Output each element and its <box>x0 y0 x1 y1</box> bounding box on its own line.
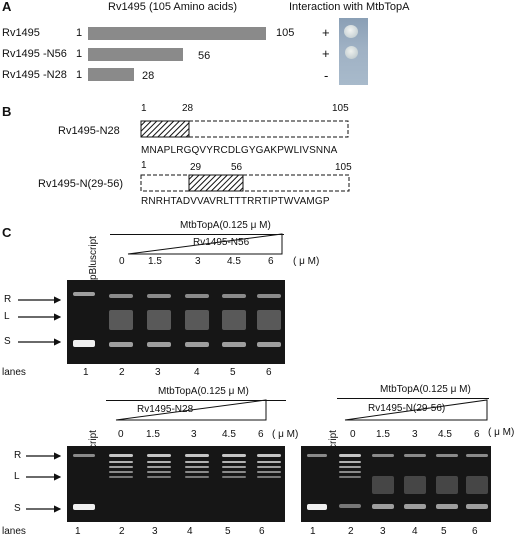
panel-c-letter: C <box>2 225 12 240</box>
n28-num-end: 105 <box>332 103 349 114</box>
gel1-lane-6: 6 <box>266 367 272 378</box>
gel3-protein-label: Rv1495-N(29-56) <box>368 403 446 414</box>
construct-start-n56: 1 <box>76 48 83 60</box>
interaction-sign-n28: - <box>324 68 329 83</box>
n2956-num-b: 56 <box>231 162 243 173</box>
gel2-conc-2: 3 <box>191 429 197 440</box>
gel3-conc-0: 0 <box>350 429 356 440</box>
gel1-lanes-label: lanes <box>2 367 26 378</box>
n2956-dashed-region <box>140 174 350 192</box>
panel-b-letter: B <box>2 104 12 119</box>
construct-end-full: 105 <box>276 27 295 39</box>
n2956-num-a: 29 <box>190 162 202 173</box>
gel2-marker-l: L <box>14 471 20 482</box>
gel2-lanes-label: lanes <box>2 526 26 537</box>
gel3-conc-1: 1.5 <box>376 429 390 440</box>
panel-a-header: Rv1495 (105 Amino acids) <box>108 1 238 13</box>
n28-label: Rv1495-N28 <box>58 125 120 137</box>
construct-bar-n56 <box>88 48 183 61</box>
gel1-lane-5: 5 <box>230 367 236 378</box>
gel2-conc-0: 0 <box>118 429 124 440</box>
gel3-topA-label: MtbTopA(0.125 μ M) <box>380 384 471 395</box>
construct-end-n28: 28 <box>142 70 155 82</box>
gel2-lane-2: 2 <box>119 526 125 537</box>
interaction-header: Interaction with MtbTopA <box>289 1 410 13</box>
gel2-conc-4: 6 <box>258 429 264 440</box>
gel1-conc-4: 6 <box>268 256 274 267</box>
gel3 <box>301 446 491 522</box>
construct-start-n28: 1 <box>76 69 83 81</box>
interaction-sign-n56: + <box>322 46 330 61</box>
gel2-unit: ( μ M) <box>272 429 299 440</box>
gel1-marker-s: S <box>4 336 11 347</box>
gel1-lane-4: 4 <box>194 367 200 378</box>
gel2-lane-4: 4 <box>187 526 193 537</box>
n28-dashed-region <box>188 120 349 138</box>
gel3-lane-2: 2 <box>348 526 354 537</box>
gel1-conc-3: 4.5 <box>227 256 241 267</box>
gel2-protein-label: Rv1495-N28 <box>137 404 194 415</box>
gel3-conc-2: 3 <box>412 429 418 440</box>
gel2-topA-label: MtbTopA(0.125 μ M) <box>158 386 249 397</box>
gel1-topA-line <box>110 234 284 235</box>
panel-a-letter: A <box>2 0 12 14</box>
n2956-sequence: RNRHTADVVAVRLTTTRRTIPTWVAMGP <box>141 196 330 207</box>
gel2-lane-5: 5 <box>225 526 231 537</box>
n2956-label: Rv1495-N(29-56) <box>38 178 123 190</box>
interaction-sign-full: + <box>322 25 330 40</box>
construct-end-n56: 56 <box>198 50 211 62</box>
gel3-lane-6: 6 <box>472 526 478 537</box>
n28-num-start: 1 <box>141 103 147 114</box>
gel3-conc-4: 6 <box>474 429 480 440</box>
yeast-colony-n56 <box>345 46 358 59</box>
gel3-lane-5: 5 <box>441 526 447 537</box>
construct-bar-n28 <box>88 68 134 81</box>
gel3-conc-3: 4.5 <box>438 429 452 440</box>
construct-label-n28: Rv1495 -N28 <box>2 69 67 81</box>
yeast-colony-full <box>344 25 358 38</box>
gel2-lane-1: 1 <box>75 526 81 537</box>
gel2-conc-1: 1.5 <box>146 429 160 440</box>
gel1-conc-2: 3 <box>195 256 201 267</box>
gel2 <box>67 446 285 522</box>
n28-sequence: MNAPLRGQVYRCDLGYGAKPWLIVSNNA <box>141 145 338 156</box>
n2956-num-start: 1 <box>141 160 147 171</box>
yeast-spot-plate <box>339 18 368 85</box>
construct-bar-full <box>88 27 266 40</box>
gel1 <box>67 280 285 364</box>
gel1-lane-2: 2 <box>119 367 125 378</box>
gel2-conc-3: 4.5 <box>222 429 236 440</box>
gel1-marker-l: L <box>4 311 10 322</box>
gel1-lane-3: 3 <box>155 367 161 378</box>
gel3-topA-line <box>337 398 489 399</box>
gel2-marker-r: R <box>14 450 22 461</box>
gel2-lane-6: 6 <box>259 526 265 537</box>
gel3-lane-4: 4 <box>412 526 418 537</box>
gel1-lane-1: 1 <box>83 367 89 378</box>
gel1-unit: ( μ M) <box>293 256 320 267</box>
n28-domain-diagram <box>140 120 350 192</box>
n2956-num-end: 105 <box>335 162 352 173</box>
construct-label-full: Rv1495 <box>2 27 40 39</box>
gel1-topA-label: MtbTopA(0.125 μ M) <box>180 220 271 231</box>
n28-num-mid: 28 <box>182 103 194 114</box>
n2956-hatched-region <box>188 174 244 192</box>
gel2-marker-s: S <box>14 503 21 514</box>
gel3-unit: ( μ M) <box>488 427 515 438</box>
construct-start-full: 1 <box>76 27 83 39</box>
gel2-lane-3: 3 <box>152 526 158 537</box>
gel1-protein-label: Rv1495-N56 <box>193 237 250 248</box>
gel1-conc-0: 0 <box>119 256 125 267</box>
construct-label-n56: Rv1495 -N56 <box>2 48 67 60</box>
gel3-lane-3: 3 <box>380 526 386 537</box>
gel1-marker-r: R <box>4 294 12 305</box>
gel3-lane-1: 1 <box>310 526 316 537</box>
gel2-topA-line <box>106 400 286 401</box>
gel1-conc-1: 1.5 <box>148 256 162 267</box>
